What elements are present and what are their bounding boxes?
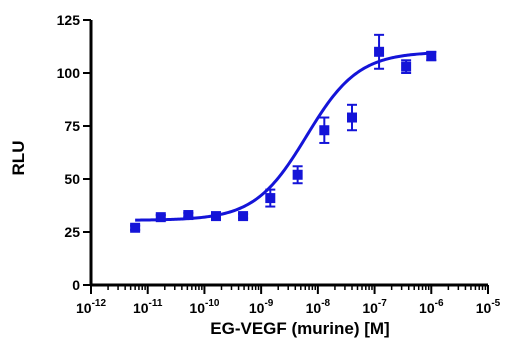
- data-point: [374, 33, 385, 70]
- x-tick-label: 10-9: [249, 298, 274, 316]
- data-point: [238, 211, 249, 222]
- marker-square: [426, 51, 437, 62]
- marker-square: [155, 212, 166, 223]
- y-tick-label: 25: [64, 224, 80, 240]
- data-point: [211, 211, 222, 222]
- x-tick-label: 10-7: [362, 298, 387, 316]
- marker-square: [347, 112, 358, 123]
- marker-square: [238, 211, 249, 222]
- x-tick-label: 10-6: [419, 298, 444, 316]
- data-point: [401, 59, 412, 74]
- data-point: [183, 210, 194, 221]
- x-tick-label: 10-11: [133, 298, 163, 316]
- marker-square: [374, 46, 385, 57]
- data-point: [292, 165, 303, 185]
- marker-square: [265, 193, 276, 204]
- x-axis-title: EG-VEGF (murine) [M]: [210, 319, 389, 338]
- y-tick-label: 75: [64, 118, 80, 134]
- y-axis: 0 25 50 75 100 125: [57, 12, 93, 293]
- y-tick-label: 0: [72, 277, 80, 293]
- data-point: [130, 222, 141, 233]
- x-tick-label: 10-8: [306, 298, 331, 316]
- marker-square: [292, 169, 303, 180]
- y-axis-title: RLU: [9, 141, 28, 176]
- x-tick-label: 10-5: [476, 298, 501, 316]
- data-points-layer: [130, 33, 437, 233]
- x-axis: 10-12 10-11 10-10 10-9 10-8 10-7 10-6 10-5: [76, 283, 501, 316]
- data-point: [265, 188, 276, 208]
- data-point: [426, 50, 437, 62]
- x-tick-label: 10-10: [189, 298, 219, 316]
- marker-square: [183, 210, 194, 221]
- data-point: [155, 212, 166, 223]
- y-tick-label: 125: [57, 12, 81, 28]
- marker-square: [211, 211, 222, 222]
- y-tick-label: 100: [57, 65, 81, 81]
- data-point: [319, 116, 330, 144]
- data-point: [347, 103, 358, 132]
- x-tick-label: 10-12: [76, 298, 106, 316]
- marker-square: [401, 61, 412, 72]
- marker-square: [130, 222, 141, 233]
- marker-square: [319, 125, 330, 136]
- fit-curve-layer: [135, 51, 432, 222]
- fit-curve: [135, 51, 432, 222]
- y-tick-label: 50: [64, 171, 80, 187]
